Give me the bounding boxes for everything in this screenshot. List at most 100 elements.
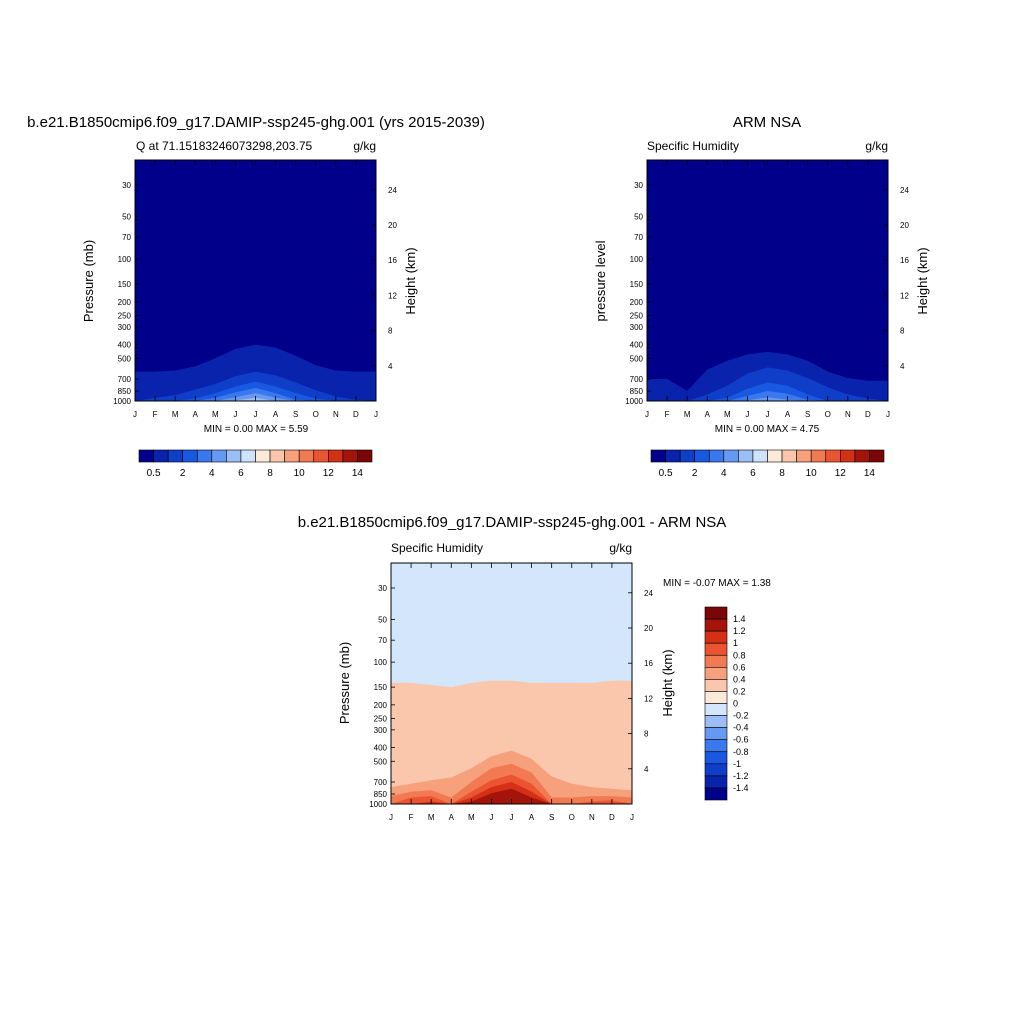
colorbar-label: 2 [692,468,698,479]
colorbar-swatch [752,449,768,463]
y2-tick-label: 8 [900,327,905,336]
y-tick-label: 200 [118,298,132,307]
x-tick-label: J [389,813,393,822]
colorbar-label: 0.6 [733,662,746,672]
colorbar-swatch [825,449,841,463]
x-tick-label: D [865,410,871,419]
y-tick-label: 70 [122,233,131,242]
y-tick-label: 700 [374,778,388,787]
colorbar-swatch [704,667,728,680]
colorbar-swatch [704,606,728,620]
colorbar-swatch [704,775,728,789]
panel-diff: b.e21.B1850cmip6.f09_g17.DAMIP-ssp245-gh… [298,514,772,822]
colorbar-label: 4 [209,468,215,479]
panel-model-units: g/kg [353,139,376,153]
x-tick-label: J [645,410,649,419]
x-tick-label: O [313,410,319,419]
y-tick-label: 700 [118,375,132,384]
panel-diff-y2-label: Height (km) [660,649,675,716]
colorbar-swatch [284,449,300,463]
y2-tick-label: 12 [388,291,397,300]
colorbar-swatch [704,642,728,656]
colorbar-swatch [182,449,198,463]
contour-band-0p2 [391,680,632,804]
y-tick-label: 100 [630,255,644,264]
colorbar-label: 2 [180,468,186,479]
colorbar-swatch [665,449,681,463]
colorbar-label: -0.4 [733,723,749,733]
x-tick-label: N [333,410,339,419]
colorbar-swatch [153,449,169,463]
panel-diff-colorbar: 1.4 1.2 1 0.8 0.6 0.4 0.2 0 -0.2 -0.4 -0.6 -0.8 -1 -1… [704,606,749,801]
colorbar-swatch [679,449,695,463]
y-tick-label: 850 [374,790,388,799]
y2-tick-label: 20 [644,624,653,633]
y-tick-label: 300 [374,726,388,735]
y-tick-label: 30 [378,584,387,593]
x-tick-label: S [549,813,554,822]
panel-obs-y-label: pressure level [593,240,608,321]
colorbar-swatch [328,449,344,463]
panel-diff-stats: MIN = -0.07 MAX = 1.38 [663,578,771,589]
panel-model-left-string: Q at 71.15183246073298,203.75 [136,139,312,153]
colorbar-swatch [704,654,728,668]
colorbar-label: 6 [750,468,756,479]
colorbar-label: -0.6 [733,735,749,745]
x-tick-label: A [449,813,455,822]
y2-tick-label: 16 [644,659,653,668]
colorbar-label: 14 [864,468,876,479]
x-tick-label: D [353,410,359,419]
x-tick-label: J [254,410,258,419]
panel-obs-stats: MIN = 0.00 MAX = 4.75 [715,424,820,435]
y-tick-label: 100 [374,658,388,667]
colorbar-swatch [196,449,213,463]
x-tick-label: J [489,813,493,822]
x-tick-label: J [510,813,514,822]
x-tick-label: F [665,410,670,419]
colorbar-swatch [840,449,856,463]
y-tick-label: 500 [630,354,644,363]
y-tick-label: 70 [634,233,643,242]
colorbar-swatch [167,449,183,463]
y2-tick-label: 24 [388,186,397,195]
y2-tick-label: 24 [644,589,653,598]
y-tick-label: 250 [118,312,132,321]
y2-tick-label: 4 [388,362,393,371]
colorbar-label: 0.5 [147,468,161,479]
colorbar-swatch [704,763,728,777]
colorbar-swatch [781,449,797,463]
y-tick-label: 50 [634,212,643,221]
y2-tick-label: 24 [900,186,909,195]
panel-obs-colorbar: 0.5 2 4 6 8 10 12 14 [650,449,885,479]
y-tick-label: 300 [118,323,132,332]
panel-obs: ARM NSA Specific Humidity g/kg 305070100… [593,114,930,479]
x-tick-label: D [609,813,615,822]
colorbar-label: 0.2 [733,686,746,696]
colorbar-label: 1.2 [733,626,746,636]
panel-obs-units: g/kg [865,139,888,153]
x-tick-label: J [630,813,634,822]
x-tick-label: A [273,410,279,419]
x-tick-label: M [428,813,435,822]
panel-diff-title: b.e21.B1850cmip6.f09_g17.DAMIP-ssp245-gh… [298,514,727,531]
y-tick-label: 30 [122,181,131,190]
colorbar-label: -1.2 [733,771,749,781]
y-tick-label: 400 [374,744,388,753]
contour-band-1p2 [391,788,632,804]
x-tick-label: J [745,410,749,419]
x-tick-label: M [724,410,731,419]
colorbar-label: -1 [733,759,741,769]
y2-tick-label: 16 [900,256,909,265]
x-tick-label: M [172,410,179,419]
y2-tick-label: 12 [644,694,653,703]
colorbar-swatch [269,449,285,463]
colorbar-swatch [704,703,728,716]
x-tick-label: N [589,813,595,822]
colorbar-label: 8 [779,468,785,479]
colorbar-swatch [723,449,739,463]
y-tick-label: 70 [378,636,387,645]
colorbar-label: -0.2 [733,711,749,721]
x-tick-label: O [569,813,575,822]
